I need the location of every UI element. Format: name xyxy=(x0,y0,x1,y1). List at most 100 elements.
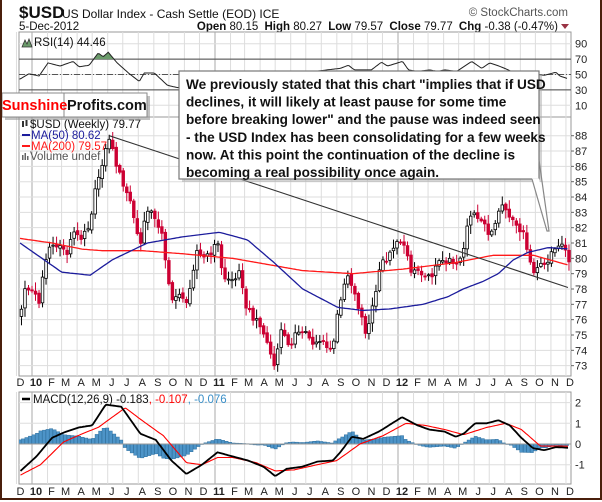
ohlc-row: Open 80.15 High 80.27 Low 79.57 Close 79… xyxy=(197,21,558,33)
candle-body xyxy=(384,260,389,263)
candle xyxy=(472,210,476,218)
candle xyxy=(468,210,473,234)
candle xyxy=(405,241,410,261)
x-tick-label: F xyxy=(231,486,238,498)
macd-histogram-bar xyxy=(403,439,408,445)
x-tick-label: A xyxy=(77,486,85,498)
candle-body xyxy=(346,275,350,285)
candle xyxy=(26,285,31,296)
candle xyxy=(476,204,480,223)
candle-body xyxy=(188,288,192,305)
macd-histogram-bar xyxy=(533,443,538,452)
x-tick-label: M xyxy=(61,486,70,498)
macd-histogram-bar xyxy=(379,437,383,445)
candle-body xyxy=(254,318,259,321)
candle-body xyxy=(507,208,512,218)
candle xyxy=(363,313,368,339)
candle-body xyxy=(251,307,255,321)
candle-body xyxy=(500,204,504,212)
macd-histogram-bar xyxy=(94,434,99,445)
candle xyxy=(314,334,318,348)
candle-body xyxy=(139,232,143,244)
x-tick-label: M xyxy=(244,486,253,498)
macd-histogram-bar xyxy=(31,434,36,445)
candle xyxy=(325,332,329,353)
x-tick-label: D xyxy=(199,486,207,498)
macd-histogram-bar xyxy=(24,437,29,445)
candle xyxy=(191,264,196,291)
candle-body xyxy=(135,218,139,235)
macd-histogram-bar xyxy=(186,443,190,455)
macd-histogram-bar xyxy=(80,436,85,445)
macd-histogram-bar xyxy=(466,439,471,445)
candle-body xyxy=(525,232,529,250)
candle-body xyxy=(212,244,217,256)
candle-body xyxy=(58,245,62,249)
annotation-line: - the USD Index has been consolidating f… xyxy=(186,130,546,145)
signal-legend-value: , -0.107 xyxy=(149,394,188,406)
rsi-tick-label: 90 xyxy=(575,39,587,51)
x-tick-label: S xyxy=(154,377,161,389)
macd-tick-label: -1 xyxy=(575,460,585,472)
candle xyxy=(177,288,182,302)
macd-histogram-bar xyxy=(210,440,215,445)
candle-body xyxy=(314,341,318,345)
candle xyxy=(282,323,287,338)
x-tick-label: M xyxy=(275,377,284,389)
candle-body xyxy=(233,278,238,281)
candle xyxy=(37,289,41,309)
price-tick-label: 77 xyxy=(575,299,587,311)
candle-body xyxy=(325,341,329,349)
candle-body xyxy=(321,340,325,342)
high-label: High xyxy=(264,21,290,33)
x-tick-label: N xyxy=(367,486,375,498)
rsi-tick-label: 10 xyxy=(575,100,587,112)
x-tick-label: J xyxy=(307,486,313,498)
candle-body xyxy=(423,275,427,278)
candle-body xyxy=(181,292,185,299)
candle xyxy=(279,322,283,355)
candle xyxy=(374,284,378,313)
low-label: Low xyxy=(328,21,351,33)
x-tick-label: S xyxy=(337,486,344,498)
price-tick-label: 82 xyxy=(575,223,587,235)
x-tick-label: D xyxy=(566,377,574,389)
candle xyxy=(219,240,224,276)
candle-body xyxy=(19,308,24,317)
x-tick-label: A xyxy=(139,377,147,389)
price-tick-label: 80 xyxy=(575,253,587,265)
candle xyxy=(146,206,150,231)
candle xyxy=(247,300,252,313)
macd-histogram-bar xyxy=(522,443,527,453)
macd-histogram-bar xyxy=(115,436,120,445)
macd-legend-label: MACD(12,26,9) xyxy=(33,394,113,406)
candle-body xyxy=(247,308,252,311)
candle xyxy=(465,218,469,257)
x-tick-label: D xyxy=(382,377,390,389)
candle xyxy=(521,225,526,240)
price-tick-label: 78 xyxy=(575,284,587,296)
candle xyxy=(412,262,417,279)
x-tick-label: A xyxy=(444,377,452,389)
x-tick-label: M xyxy=(427,377,436,389)
candle-body xyxy=(268,341,273,355)
candle xyxy=(549,246,554,267)
candle-body xyxy=(318,341,322,343)
macd-histogram-bar xyxy=(154,443,159,455)
macd-histogram-bar xyxy=(108,430,113,445)
candle xyxy=(86,221,90,233)
candle xyxy=(398,239,403,246)
candle-body xyxy=(195,250,199,271)
macd-histogram-bar xyxy=(515,443,520,451)
close-label: Close xyxy=(389,21,420,33)
macd-histogram-bar xyxy=(126,443,131,451)
price-plot xyxy=(19,132,571,372)
candle-body xyxy=(61,246,66,250)
candle-body xyxy=(458,257,462,263)
x-tick-label: O xyxy=(169,486,178,498)
candle xyxy=(433,257,438,285)
candle xyxy=(96,169,101,197)
candle xyxy=(111,132,115,151)
